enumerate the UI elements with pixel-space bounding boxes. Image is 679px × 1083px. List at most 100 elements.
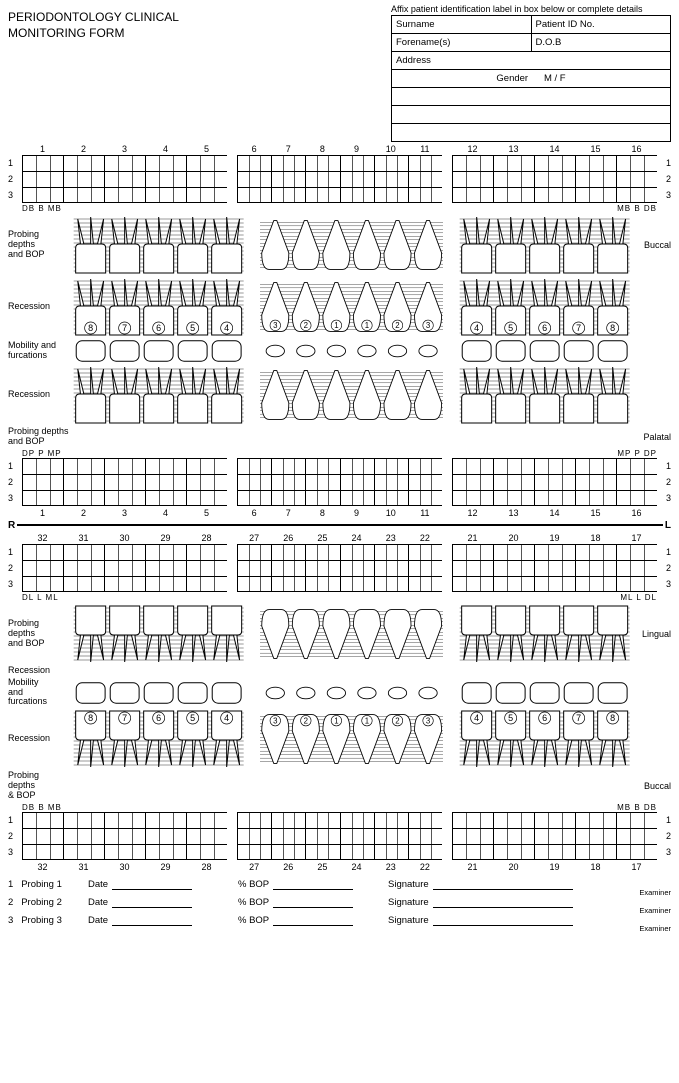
probing-grid[interactable]: 123123 — [8, 544, 671, 592]
footer-row: 1 Probing 1 Date % BOP SignatureExaminer — [8, 878, 671, 890]
tooth-number: 27 — [242, 862, 266, 872]
tooth-number: 17 — [625, 862, 649, 872]
tooth-number: 10 — [379, 508, 403, 518]
occlusal-diagram — [67, 681, 250, 705]
probing-lower-buccal-row: Probingdepths& BOP Buccal — [8, 771, 671, 801]
gender-field[interactable]: Gender M / F — [392, 70, 671, 88]
tooth-number: 3 — [113, 144, 137, 154]
tooth-number: 1 — [31, 508, 55, 518]
blank-row-2[interactable] — [392, 106, 671, 124]
depth-codes-lower-buccal: DB B MB MB B DB — [8, 803, 671, 812]
recession-lower-row: Recession — [8, 666, 671, 676]
svg-text:2: 2 — [304, 717, 308, 726]
tooth-number: 29 — [154, 862, 178, 872]
tooth-number: 18 — [584, 862, 608, 872]
tooth-number: 23 — [379, 862, 403, 872]
teeth-diagram: 87654 — [67, 277, 250, 337]
probing-grid[interactable]: 123123 — [8, 155, 671, 203]
svg-text:7: 7 — [122, 713, 127, 723]
svg-text:5: 5 — [508, 713, 513, 723]
tooth-number: 11 — [413, 144, 437, 154]
form-title: PERIODONTOLOGY CLINICAL MONITORING FORM — [8, 4, 179, 142]
probing-grid[interactable]: 123123 — [8, 812, 671, 860]
svg-text:8: 8 — [610, 323, 615, 333]
title-line-2: MONITORING FORM — [8, 26, 179, 42]
tooth-number: 29 — [154, 533, 178, 543]
svg-text:3: 3 — [273, 321, 278, 330]
probing-grid[interactable]: 123123 — [8, 458, 671, 506]
date-input[interactable] — [112, 896, 192, 908]
tooth-number: 24 — [345, 862, 369, 872]
tooth-number: 9 — [345, 508, 369, 518]
tooth-number: 8 — [310, 508, 334, 518]
tooth-number: 8 — [310, 144, 334, 154]
depth-codes-upper-palatal: DP P MP MP P DP — [8, 449, 671, 458]
tooth-number: 27 — [242, 533, 266, 543]
occlusal-diagram — [67, 339, 250, 363]
occlusal-diagram — [453, 681, 636, 705]
tooth-number: 14 — [543, 144, 567, 154]
tooth-number: 28 — [195, 533, 219, 543]
forename-field[interactable]: Forename(s) — [392, 34, 532, 52]
signature-input[interactable] — [433, 914, 573, 926]
tooth-number: 30 — [113, 862, 137, 872]
dob-field[interactable]: D.O.B — [531, 34, 671, 52]
tooth-number: 19 — [543, 862, 567, 872]
patient-table: Surname Patient ID No. Forename(s) D.O.B… — [391, 15, 671, 142]
tooth-number: 4 — [154, 508, 178, 518]
tooth-number: 20 — [502, 533, 526, 543]
svg-text:5: 5 — [190, 323, 195, 333]
footer-row: 2 Probing 2 Date % BOP SignatureExaminer — [8, 896, 671, 908]
tooth-number: 23 — [379, 533, 403, 543]
tooth-number: 24 — [345, 533, 369, 543]
tooth-number: 10 — [379, 144, 403, 154]
tooth-number: 20 — [502, 862, 526, 872]
svg-text:7: 7 — [576, 713, 581, 723]
tooth-number: 13 — [502, 144, 526, 154]
tooth-number: 6 — [242, 508, 266, 518]
recession-label-row: Recession 8765432112345678 — [8, 277, 671, 337]
svg-text:1: 1 — [334, 321, 338, 330]
date-input[interactable] — [112, 878, 192, 890]
teeth-diagram — [260, 365, 443, 425]
tooth-number: 32 — [31, 533, 55, 543]
blank-row-3[interactable] — [392, 124, 671, 142]
tooth-number: 15 — [584, 144, 608, 154]
teeth-diagram — [67, 604, 250, 664]
svg-text:1: 1 — [334, 717, 338, 726]
tooth-number: 18 — [584, 533, 608, 543]
tooth-number: 1 — [31, 144, 55, 154]
signature-input[interactable] — [433, 896, 573, 908]
tooth-number: 31 — [72, 862, 96, 872]
teeth-diagram — [453, 215, 636, 275]
svg-text:8: 8 — [610, 713, 615, 723]
title-line-1: PERIODONTOLOGY CLINICAL — [8, 10, 179, 26]
mobility-lower-row: Mobilityandfurcations — [8, 678, 671, 708]
signature-input[interactable] — [433, 878, 573, 890]
svg-text:5: 5 — [508, 323, 513, 333]
tooth-number: 25 — [310, 533, 334, 543]
patient-id-field[interactable]: Patient ID No. — [531, 16, 671, 34]
bop-input[interactable] — [273, 896, 353, 908]
tooth-number: 2 — [72, 508, 96, 518]
teeth-diagram — [67, 215, 250, 275]
tooth-number: 26 — [276, 862, 300, 872]
surname-field[interactable]: Surname — [392, 16, 532, 34]
occlusal-diagram — [453, 339, 636, 363]
tooth-number: 3 — [113, 508, 137, 518]
probing-lingual-row: Probing depthsand BOP Lingual — [8, 604, 671, 664]
blank-row-1[interactable] — [392, 88, 671, 106]
svg-text:2: 2 — [395, 321, 399, 330]
bop-input[interactable] — [273, 878, 353, 890]
teeth-diagram — [67, 365, 250, 425]
tooth-number: 14 — [543, 508, 567, 518]
tooth-number: 7 — [276, 144, 300, 154]
tooth-number: 26 — [276, 533, 300, 543]
footer-row: 3 Probing 3 Date % BOP SignatureExaminer — [8, 914, 671, 926]
tooth-number: 16 — [625, 144, 649, 154]
bop-input[interactable] — [273, 914, 353, 926]
address-field[interactable]: Address — [392, 52, 671, 70]
svg-text:6: 6 — [542, 713, 547, 723]
footer-signatures: 1 Probing 1 Date % BOP SignatureExaminer… — [8, 878, 671, 926]
date-input[interactable] — [112, 914, 192, 926]
